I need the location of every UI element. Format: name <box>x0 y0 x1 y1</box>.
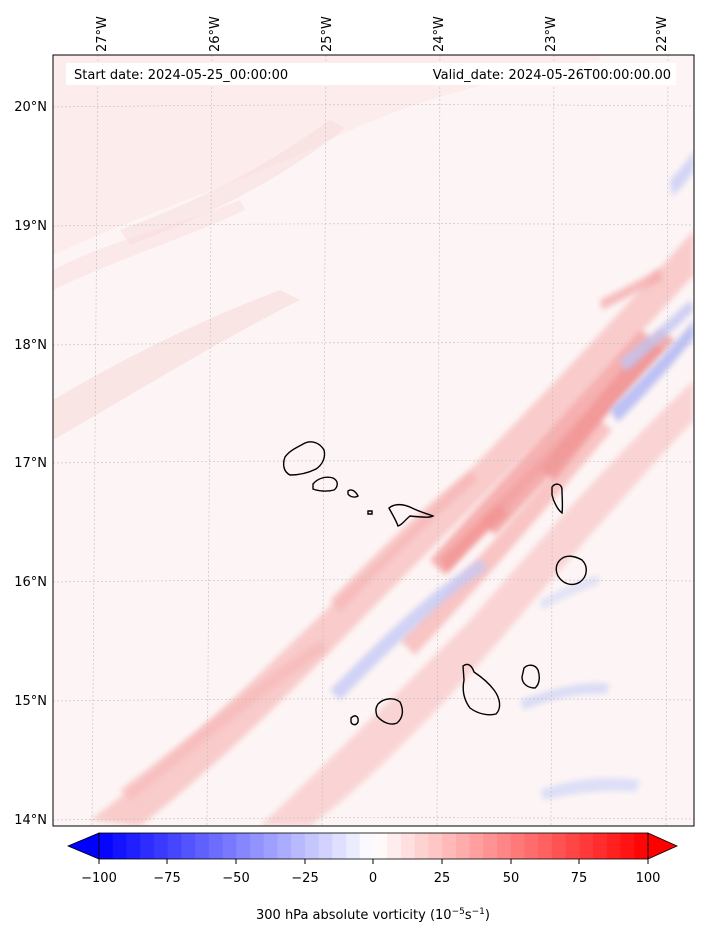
colorbar-cell <box>497 833 512 859</box>
colorbar-cell <box>428 833 443 859</box>
colorbar-cell <box>112 833 128 859</box>
colorbar-cell <box>400 833 416 859</box>
vorticity-field <box>53 55 694 826</box>
colorbar-cell <box>524 833 539 859</box>
island-boa-vista <box>555 555 587 586</box>
latitude-labels: 20°N 19°N 18°N 17°N 16°N 15°N 14°N <box>14 100 47 828</box>
colorbar-tick-label: 50 <box>503 871 520 886</box>
colorbar-extend-min <box>66 832 100 860</box>
colorbar-tick-label: −100 <box>81 871 117 886</box>
lon-label: 24°W <box>432 16 447 52</box>
island-sao-nicolau <box>388 503 435 527</box>
colorbar-cell <box>565 833 580 859</box>
lon-label: 27°W <box>95 16 110 52</box>
lat-label: 15°N <box>14 694 47 709</box>
colorbar-cell <box>469 833 484 859</box>
longitude-labels: 27°W 26°W 25°W 24°W 23°W 22°W <box>95 16 670 52</box>
colorbar-tick-label: 100 <box>636 871 661 886</box>
date-annotation-box <box>66 63 676 85</box>
lat-label: 16°N <box>14 575 47 590</box>
island-brava <box>350 715 359 726</box>
lat-label: 17°N <box>14 456 47 471</box>
colorbar-cell <box>263 833 279 859</box>
islands <box>282 441 587 726</box>
lon-label: 25°W <box>320 16 335 52</box>
lat-label: 14°N <box>14 813 47 828</box>
colorbar-cell <box>126 833 141 859</box>
colorbar-cell <box>249 833 265 859</box>
colorbar-cell <box>387 833 402 859</box>
colorbar-cell <box>346 833 361 859</box>
colorbar-cell <box>606 833 622 859</box>
colorbar-cell <box>551 833 567 859</box>
colorbar-tick-label: −25 <box>291 871 318 886</box>
colorbar-tick-label: 25 <box>434 871 451 886</box>
colorbar-cell <box>373 833 388 859</box>
colorbar-cell <box>483 833 498 859</box>
colorbar-cell <box>222 833 237 859</box>
island-fogo <box>375 698 404 725</box>
start-date-label: Start date: 2024-05-25_00:00:00 <box>74 68 288 83</box>
lat-label: 18°N <box>14 338 47 353</box>
colorbar <box>99 833 649 859</box>
colorbar-tick-label: −50 <box>222 871 249 886</box>
colorbar-cell <box>593 833 608 859</box>
colorbar-cell <box>236 833 251 859</box>
island-santiago <box>462 663 501 716</box>
colorbar-cell <box>620 833 635 859</box>
island-sal <box>551 483 564 515</box>
colorbar-cell <box>359 833 375 859</box>
colorbar-cell <box>579 833 594 859</box>
colorbar-cell <box>181 833 196 859</box>
colorbar-cell <box>510 833 526 859</box>
colorbar-tick-label: 0 <box>369 871 377 886</box>
colorbar-cell <box>538 833 553 859</box>
colorbar-cell <box>318 833 333 859</box>
colorbar-cell <box>167 833 182 859</box>
colorbar-cell <box>153 833 169 859</box>
colorbar-cell <box>414 833 429 859</box>
colorbar-extend-max <box>647 832 678 860</box>
colorbar-cell <box>634 833 649 859</box>
colorbar-cell <box>442 833 457 859</box>
valid-date-label: Valid_date: 2024-05-26T00:00:00.00 <box>433 68 671 83</box>
colorbar-ticks: −100 −75 −50 −25 0 25 50 75 100 <box>81 859 660 886</box>
colorbar-cell <box>455 833 471 859</box>
island-santa-luzia <box>347 489 359 498</box>
colorbar-cell <box>208 833 224 859</box>
lat-label: 19°N <box>14 219 47 234</box>
island-santo-antao <box>282 441 326 476</box>
colorbar-cell <box>195 833 210 859</box>
colorbar-cell <box>277 833 292 859</box>
colorbar-cell <box>332 833 347 859</box>
lon-label: 22°W <box>655 16 670 52</box>
colorbar-cell <box>291 833 306 859</box>
lon-label: 23°W <box>544 16 559 52</box>
island-maio <box>521 664 540 689</box>
map-frame <box>52 54 695 827</box>
colorbar-title: 300 hPa absolute vorticity (10−5s−1) <box>256 907 490 923</box>
colorbar-tick-label: −75 <box>153 871 180 886</box>
lon-label: 26°W <box>208 16 223 52</box>
colorbar-cell <box>304 833 320 859</box>
lat-label: 20°N <box>14 100 47 115</box>
island-raso <box>367 510 373 515</box>
colorbar-cell <box>99 833 114 859</box>
colorbar-tick-label: 75 <box>571 871 588 886</box>
gridlines <box>53 55 694 826</box>
colorbar-cell <box>140 833 155 859</box>
island-sao-vicente <box>312 476 338 492</box>
